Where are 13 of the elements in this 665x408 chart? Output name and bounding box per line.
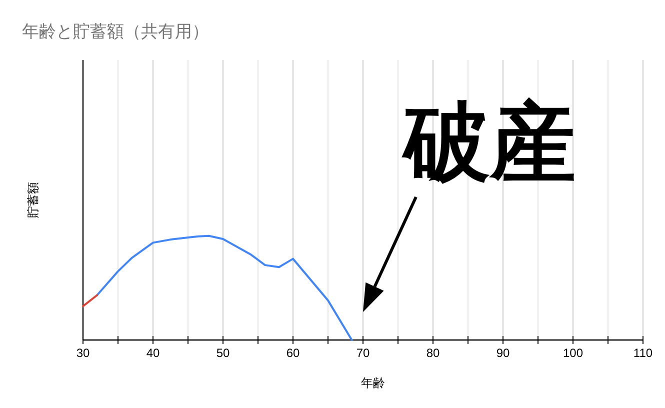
x-tick-label: 70 [356,346,370,360]
x-tick-label: 90 [496,346,510,360]
chart-title: 年齢と貯蓄額（共有用） [22,22,209,41]
x-axis-title: 年齢 [361,376,385,390]
x-tick-label: 40 [146,346,160,360]
x-tick-label: 80 [426,346,440,360]
x-tick-label: 100 [562,346,584,360]
x-tick-label: 60 [286,346,300,360]
x-tick-label: 50 [216,346,230,360]
text: 破産 [401,95,576,191]
x-tick-label: 30 [76,346,90,360]
x-tick-label: 110 [633,346,653,360]
y-axis-title: 貯蓄額 [26,182,40,218]
